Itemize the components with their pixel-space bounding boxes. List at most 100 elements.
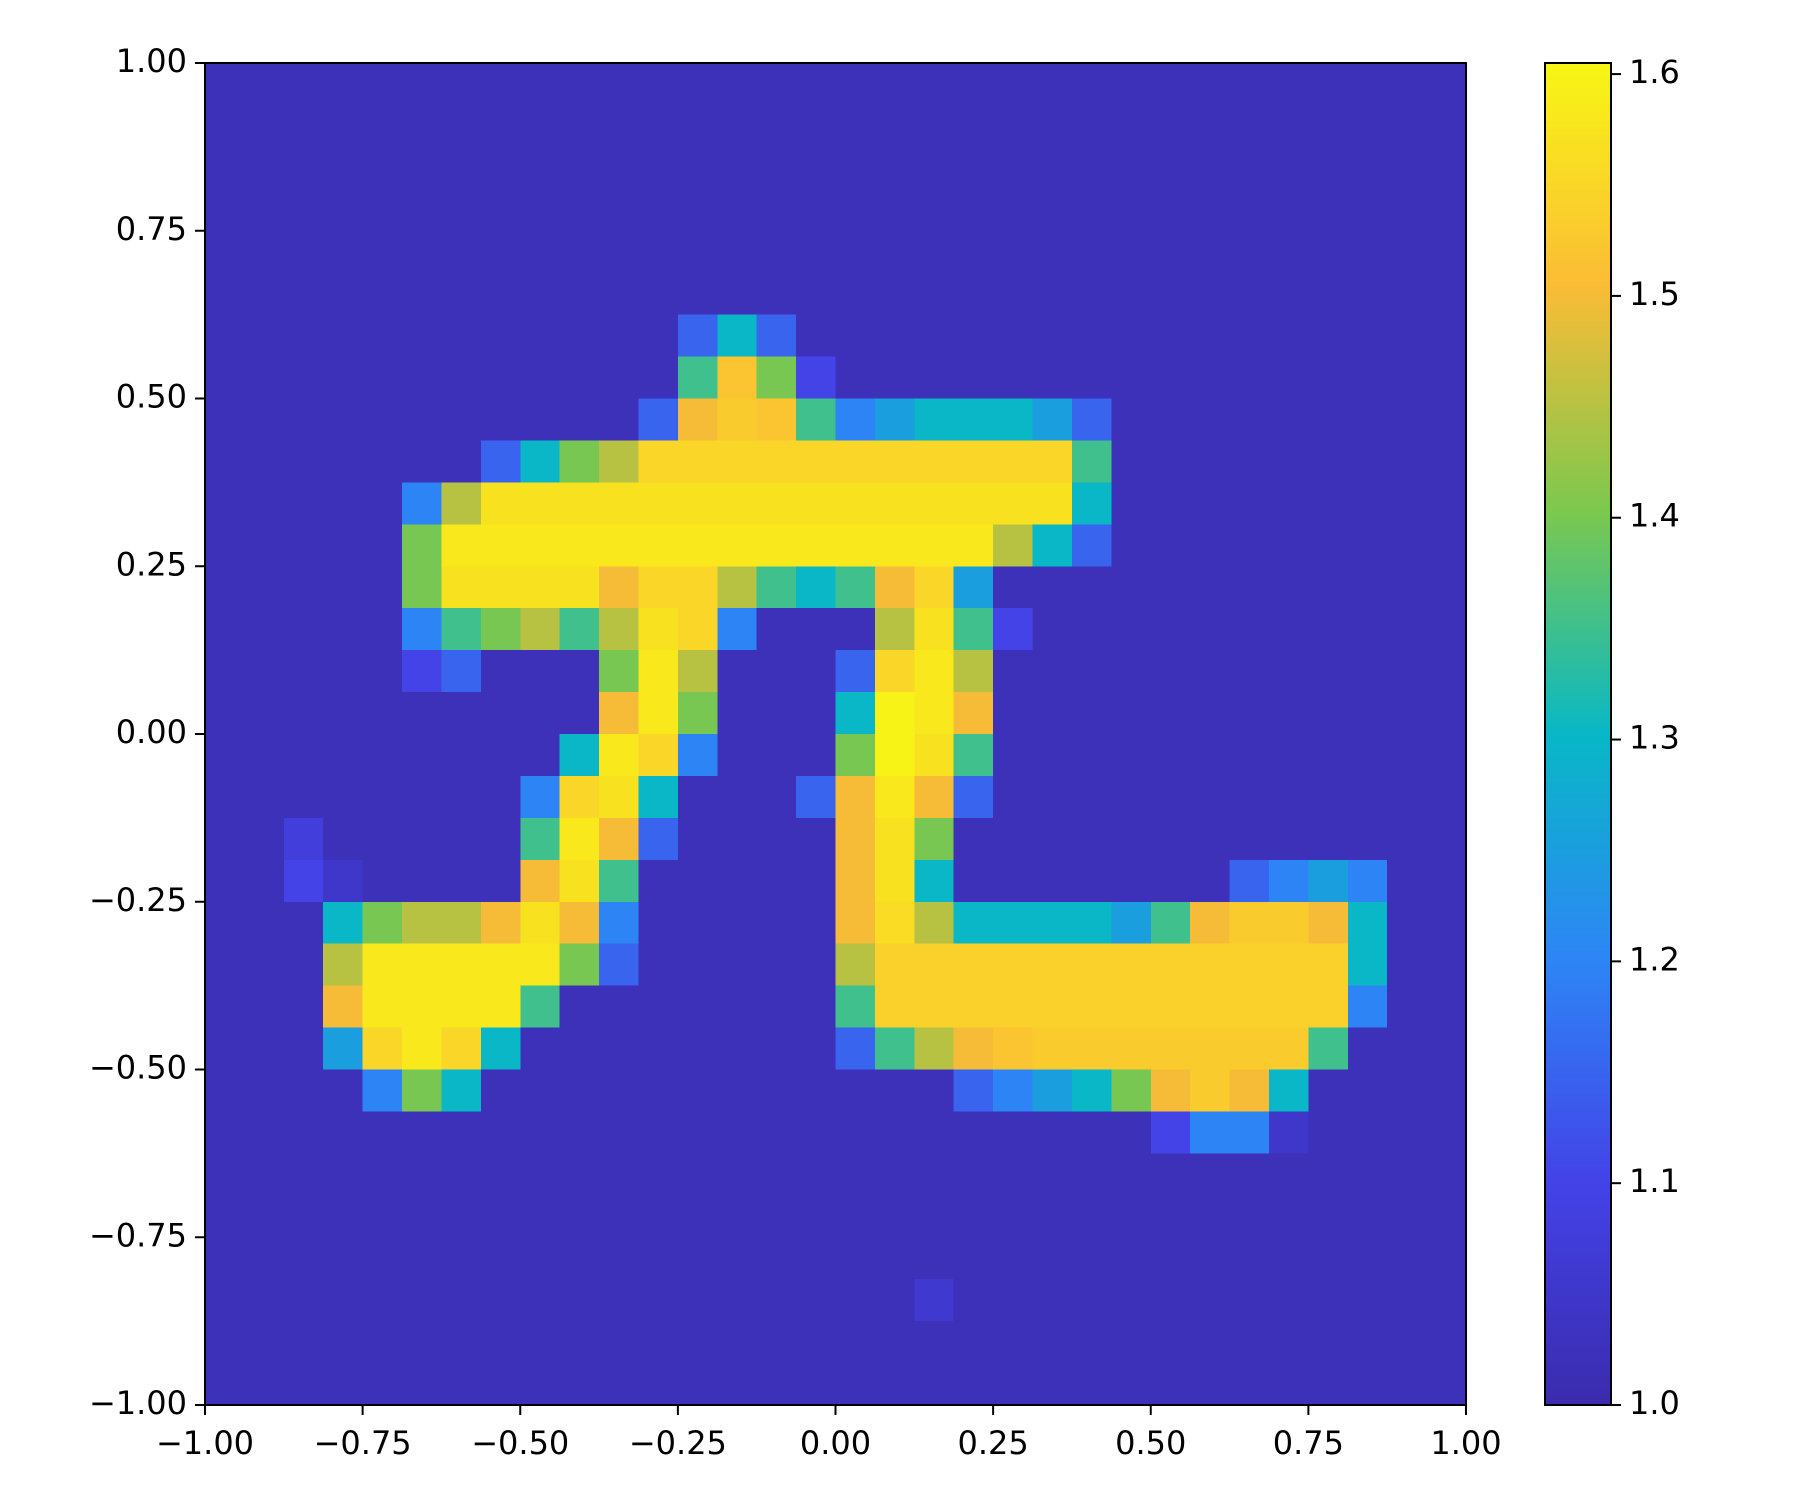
heatmap-cell [1308, 398, 1349, 442]
heatmap-cell [796, 188, 837, 232]
heatmap-cell [402, 859, 443, 903]
x-tick-label: −0.25 [629, 1424, 727, 1462]
heatmap-cell [638, 188, 679, 232]
heatmap-cell [874, 230, 915, 274]
heatmap-cell [638, 1237, 679, 1280]
heatmap-cell [1229, 1111, 1270, 1154]
heatmap-cell [717, 63, 758, 106]
heatmap-cell [1229, 146, 1270, 190]
heatmap-cell [244, 943, 285, 987]
heatmap-cell [1229, 272, 1270, 316]
heatmap-cell [1229, 440, 1270, 483]
heatmap-cell [283, 314, 324, 358]
heatmap-cell [441, 188, 482, 232]
heatmap-cell [835, 985, 876, 1029]
heatmap-cell [480, 734, 521, 777]
heatmap-cell [1150, 901, 1191, 945]
heatmap-cell [599, 943, 640, 987]
heatmap-cell [835, 524, 876, 567]
heatmap-cell [638, 817, 679, 861]
heatmap-cell [914, 1069, 955, 1113]
heatmap-cell [953, 440, 994, 483]
heatmap-cell [1387, 1069, 1428, 1113]
heatmap-cell [1387, 146, 1428, 190]
heatmap-cell [1229, 188, 1270, 232]
heatmap-cell [480, 230, 521, 274]
heatmap-cell [1111, 272, 1152, 316]
heatmap-cell [874, 440, 915, 483]
heatmap-cell [1229, 1321, 1270, 1364]
heatmap-cell [677, 63, 718, 106]
heatmap-cell [362, 1111, 403, 1154]
heatmap-cell [796, 692, 837, 735]
heatmap-cell [1150, 817, 1191, 861]
heatmap-cell [1190, 734, 1231, 777]
heatmap-cell [323, 482, 364, 525]
heatmap-cell [1071, 985, 1112, 1029]
heatmap-cell [323, 943, 364, 987]
heatmap-cell [244, 1195, 285, 1238]
heatmap-cell [244, 985, 285, 1029]
heatmap-cell [717, 608, 758, 651]
heatmap-cell [559, 1237, 600, 1280]
heatmap-cell [480, 901, 521, 945]
heatmap-cell [1426, 943, 1467, 987]
heatmap-cell [1308, 859, 1349, 903]
heatmap-cell [205, 1111, 246, 1154]
heatmap-cell [1268, 985, 1309, 1029]
heatmap-cell [402, 63, 443, 106]
heatmap-cell [283, 566, 324, 609]
heatmap-cell [1190, 104, 1231, 148]
heatmap-cell [244, 104, 285, 148]
heatmap-cell [1111, 398, 1152, 442]
heatmap-cell [677, 1279, 718, 1322]
heatmap-cell [599, 1237, 640, 1280]
heatmap-cell [599, 482, 640, 525]
heatmap-cell [244, 650, 285, 693]
heatmap-cell [1347, 1279, 1388, 1322]
heatmap-cell [914, 524, 955, 567]
colorbar [1544, 62, 1612, 1406]
heatmap-cell [441, 1069, 482, 1113]
heatmap-cell [323, 1321, 364, 1364]
heatmap-cell [480, 1195, 521, 1238]
heatmap-cell [599, 356, 640, 400]
heatmap-cell [914, 1195, 955, 1238]
heatmap-cell [717, 734, 758, 777]
heatmap-cell [1347, 314, 1388, 358]
heatmap-cell [1268, 1321, 1309, 1364]
heatmap-cell [993, 146, 1034, 190]
heatmap-cell [1347, 1069, 1388, 1113]
heatmap-cell [441, 398, 482, 442]
heatmap-cell [1032, 775, 1073, 819]
heatmap-cell [874, 1321, 915, 1364]
heatmap-cell [677, 1069, 718, 1113]
heatmap-cell [1308, 566, 1349, 609]
heatmap-cell [441, 230, 482, 274]
heatmap-cell [480, 1321, 521, 1364]
heatmap-cell [914, 63, 955, 106]
heatmap-cell [323, 1111, 364, 1154]
heatmap-cell [835, 650, 876, 693]
heatmap-cell [520, 817, 561, 861]
heatmap-cell [283, 1153, 324, 1196]
heatmap-cell [559, 859, 600, 903]
x-tick-label: −1.00 [156, 1424, 254, 1462]
heatmap-cell [993, 1363, 1034, 1406]
heatmap-cell [362, 1279, 403, 1322]
heatmap-cell [1268, 63, 1309, 106]
heatmap-cell [205, 1027, 246, 1071]
heatmap-cell [244, 482, 285, 525]
heatmap-cell [677, 1195, 718, 1238]
heatmap-cell [283, 817, 324, 861]
heatmap-cell [953, 1069, 994, 1113]
heatmap-cell [717, 356, 758, 400]
heatmap-cell [480, 608, 521, 651]
heatmap-cell [1032, 356, 1073, 400]
heatmap-cell [993, 314, 1034, 358]
heatmap-cell [599, 1321, 640, 1364]
heatmap-cell [1347, 524, 1388, 567]
heatmap-cell [520, 63, 561, 106]
heatmap-cell [677, 188, 718, 232]
heatmap-cell [599, 398, 640, 442]
